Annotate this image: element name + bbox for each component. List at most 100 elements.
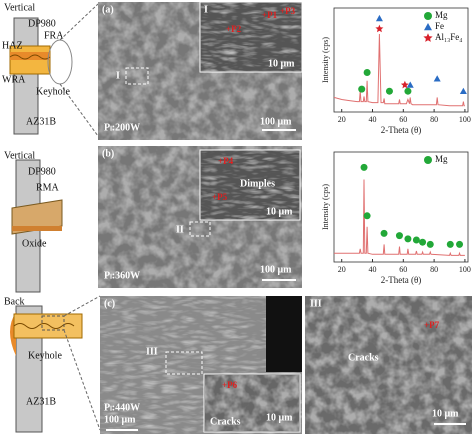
marker xyxy=(412,236,420,244)
point: +P2 xyxy=(226,24,242,34)
zoom-line xyxy=(63,295,101,317)
schematic-c: Back Keyhole AZ31B xyxy=(4,295,101,433)
scale: 10 μm xyxy=(266,412,293,423)
panel-label: (b) xyxy=(102,148,114,159)
x-tick-label: 60 xyxy=(399,115,407,124)
marker xyxy=(358,85,366,93)
micrograph-b: (b) II Dimples +P4 +P5 10 μm Pₗ:360W 100… xyxy=(98,146,302,288)
marker xyxy=(424,12,432,20)
roi-label: II xyxy=(176,224,184,235)
panel-label: (c) xyxy=(104,298,115,309)
point: +P4 xyxy=(218,156,234,166)
label: Oxide xyxy=(22,238,47,249)
x-tick-label: 100 xyxy=(459,265,471,274)
point: +P5 xyxy=(212,192,228,202)
weld-band xyxy=(13,313,83,339)
marker xyxy=(424,23,432,31)
feature: Dimples xyxy=(240,178,275,189)
fusion-zone xyxy=(10,52,50,60)
zoom-line xyxy=(59,3,99,41)
point: +P6 xyxy=(222,380,238,390)
legend-label: Mg xyxy=(435,154,448,164)
marker xyxy=(380,229,388,237)
scale: 100 μm xyxy=(260,116,292,127)
detail-c: III +P7 Cracks 10 μm xyxy=(305,296,472,434)
label: Keyhole xyxy=(28,350,62,361)
marker xyxy=(456,240,464,248)
wavy-interface xyxy=(9,54,51,60)
inset-label: I xyxy=(204,4,208,15)
power: Pₗ:360W xyxy=(104,270,140,281)
x-axis-label: 2-Theta (θ) xyxy=(381,125,422,135)
sem-image xyxy=(305,296,472,434)
feature: Cracks xyxy=(348,352,379,363)
marker xyxy=(459,87,467,94)
legend-label: Mg xyxy=(435,10,448,20)
marker xyxy=(404,235,412,243)
x-tick-label: 40 xyxy=(369,265,377,274)
plot-frame xyxy=(333,7,469,113)
y-axis-label: Intensity (cps) xyxy=(321,37,330,83)
scale: 10 μm xyxy=(268,58,295,69)
label: AZ31B xyxy=(26,116,56,127)
scale: 100 μm xyxy=(260,264,292,275)
marker xyxy=(426,240,434,248)
point: +P7 xyxy=(424,320,440,330)
marker xyxy=(363,212,371,220)
x-axis-label: 2-Theta (θ) xyxy=(381,275,422,285)
x-tick-label: 80 xyxy=(430,115,438,124)
power: Pₗ:200W xyxy=(104,122,140,133)
marker xyxy=(433,75,441,82)
marker xyxy=(375,14,383,22)
x-tick-label: 100 xyxy=(459,115,471,124)
inset-image xyxy=(200,150,300,220)
inset-image xyxy=(200,2,302,72)
roi-box xyxy=(41,315,65,331)
marker xyxy=(419,238,427,246)
roi-box xyxy=(189,221,211,237)
micrograph-a: (a) I I +P1 +P2 +P3 10 μm Pₗ:200W 100 μm xyxy=(98,1,303,140)
scale: 10 μm xyxy=(266,206,293,217)
x-tick-label: 40 xyxy=(369,115,377,124)
feature: Cracks xyxy=(210,416,241,427)
marker xyxy=(404,87,412,95)
y-axis-label: Intensity (cps) xyxy=(321,184,330,230)
marker xyxy=(385,87,393,95)
panel-label: (a) xyxy=(102,4,114,15)
zoom-circle xyxy=(47,39,73,85)
x-tick-label: 80 xyxy=(430,265,438,274)
marker xyxy=(423,33,433,42)
schematic-b: Vertical DP980 RMA Oxide xyxy=(4,150,63,293)
micrograph-c: (c) III +P6 Cracks 10 μm Pₗ:440W 100 μm xyxy=(100,296,302,434)
x-tick-label: 60 xyxy=(399,265,407,274)
label: DP980 xyxy=(28,18,56,29)
roi-label: III xyxy=(146,346,158,357)
plot-frame xyxy=(333,151,469,263)
marker xyxy=(395,232,403,240)
marker xyxy=(363,68,371,76)
marker xyxy=(446,240,454,248)
roi-box xyxy=(125,67,149,85)
roi-label: I xyxy=(116,70,120,81)
label: FRA xyxy=(44,30,64,41)
point: +P1 xyxy=(262,10,278,20)
legend-label: Fe xyxy=(435,21,444,31)
xrd-trace xyxy=(334,179,465,256)
zoom-line xyxy=(59,83,99,137)
label: Vertical xyxy=(4,150,35,161)
xrd-trace xyxy=(333,33,465,107)
schematic-a: Vertical DP980 FRA HAZ WRA Keyhole AZ31B xyxy=(2,2,99,137)
zoom-line xyxy=(63,329,101,431)
plate xyxy=(13,17,39,135)
scale: 10 μm xyxy=(432,408,459,419)
x-tick-label: 20 xyxy=(338,265,346,274)
oxide-layer xyxy=(12,226,62,231)
x-tick-label: 20 xyxy=(338,115,346,124)
label: Vertical xyxy=(4,2,35,13)
marker xyxy=(406,81,414,88)
roi-box xyxy=(165,351,203,375)
label: AZ31B xyxy=(26,396,56,407)
marker xyxy=(375,24,384,33)
